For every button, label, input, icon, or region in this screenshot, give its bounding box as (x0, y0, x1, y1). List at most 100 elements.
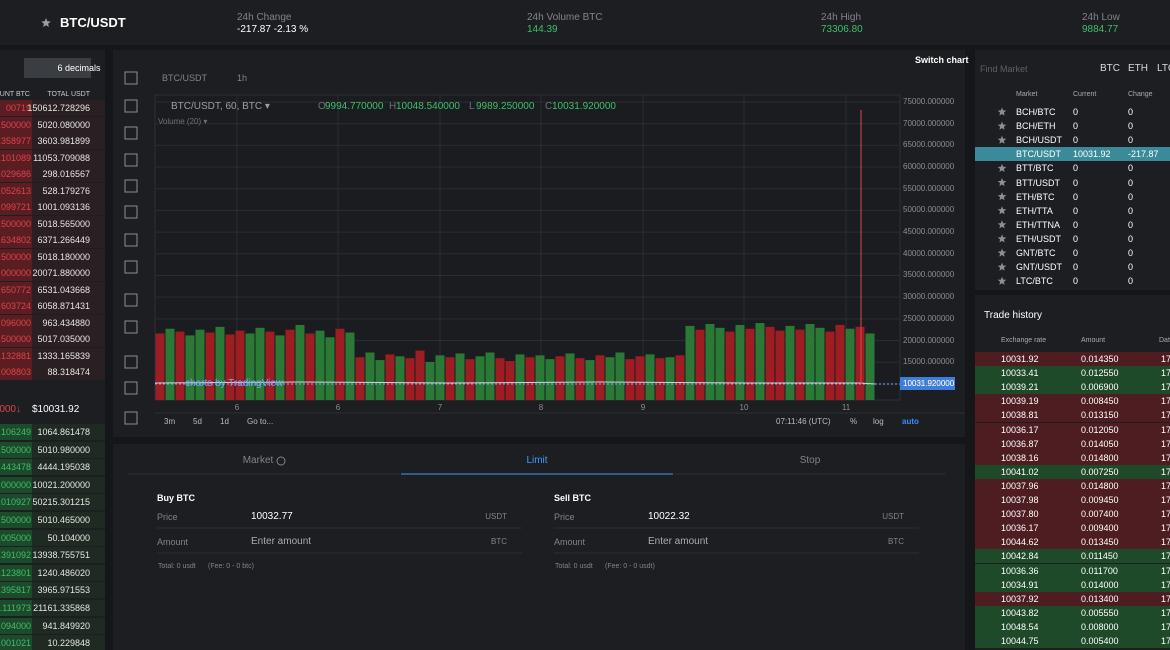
field-label: Price (157, 512, 178, 522)
bid-depth (0, 494, 32, 511)
market-cell[interactable]: ETH/BTC (1016, 191, 1055, 202)
trade-date: 17 (1161, 354, 1170, 364)
ask-depth (0, 149, 32, 166)
trade-rate: 10038.16 (1001, 452, 1039, 463)
market-cell[interactable]: GNT/USDT (1016, 262, 1062, 273)
market-cell: -217.87 (1128, 149, 1159, 160)
market-cell[interactable]: ETH/TTA (1016, 205, 1053, 216)
bid-depth (0, 547, 32, 564)
trade-rate: 10039.21 (1001, 382, 1039, 393)
market-cell: 0 (1073, 262, 1079, 273)
market-cell[interactable]: GNT/BTC (1016, 248, 1056, 258)
scale-option[interactable]: log (873, 417, 884, 426)
ask-amount: .358977 (0, 136, 31, 146)
order-tab[interactable]: Market (242, 455, 274, 466)
ask-amount: .099721 (0, 202, 31, 212)
order-tab[interactable]: Stop (799, 455, 821, 466)
field-input[interactable]: 10032.77 (251, 511, 293, 522)
trade-date: 17 (1161, 636, 1170, 646)
range-button[interactable]: 5d (193, 417, 202, 426)
ask-amount: .500000 (0, 119, 31, 130)
field-input[interactable]: Enter amount (648, 536, 709, 547)
ask-total: 88.318474 (47, 367, 90, 377)
field-unit: USDT (882, 512, 904, 521)
ask-depth (0, 364, 32, 380)
bid-total: 4444.195038 (37, 462, 90, 473)
market-cell: 0 (1128, 205, 1134, 216)
order-tab[interactable]: Limit (526, 455, 548, 466)
symbol-search[interactable]: BTC/USDT (162, 73, 207, 83)
trade-rate: 10039.19 (1001, 396, 1039, 407)
volume-legend: Volume (20) ▾ (158, 117, 208, 126)
trade-rate: 10037.98 (1001, 495, 1039, 505)
ask-depth (0, 182, 32, 199)
market-cell[interactable]: LTC/BTC (1016, 276, 1053, 287)
trade-date: 17 (1161, 438, 1170, 449)
market-cell[interactable]: BCH/BTC (1016, 107, 1056, 117)
trade-row (975, 450, 1170, 465)
field-input[interactable]: Enter amount (251, 536, 312, 547)
trade-rate: 10037.80 (1001, 509, 1039, 520)
watermark: charts by TradingView (185, 378, 284, 389)
market-cell: 0 (1073, 205, 1079, 216)
ask-total: 150612.728296 (27, 103, 90, 113)
bid-total: 941.849920 (42, 620, 90, 631)
ohlc-key: C (545, 101, 553, 112)
market-cell[interactable]: BTT/USDT (1016, 177, 1060, 188)
y-tick-label: 35000.000000 (903, 270, 955, 280)
y-tick-label: 65000.000000 (903, 140, 955, 150)
market-filter[interactable]: ETH (1128, 63, 1148, 74)
y-tick-label: 45000.000000 (903, 227, 955, 237)
trade-date: 17 (1161, 593, 1170, 604)
market-cell[interactable]: ETH/USDT (1016, 233, 1061, 244)
bid-depth (0, 424, 32, 440)
stat-value: 9884.77 (1082, 24, 1119, 35)
selected-row[interactable] (975, 147, 1170, 162)
switch-chart[interactable]: Switch chart (915, 55, 969, 65)
market-cell[interactable]: BCH/ETH (1016, 121, 1056, 132)
market-cell: 0 (1128, 121, 1134, 132)
bid-amount: .500000 (0, 515, 31, 525)
market-cell: 0 (1073, 248, 1079, 258)
order-form (113, 444, 965, 650)
market-filter[interactable]: LTC (1157, 63, 1170, 74)
market-search[interactable]: Find Market (980, 64, 1028, 74)
bid-depth (0, 476, 32, 493)
scale-option[interactable]: % (850, 417, 858, 426)
trade-amount: 0.008450 (1081, 396, 1119, 407)
ask-depth (0, 232, 32, 248)
field-label: Price (554, 512, 575, 522)
ask-total: 5018.565000 (37, 218, 90, 229)
market-cell: 0 (1073, 121, 1079, 132)
bid-depth (0, 441, 32, 458)
range-button[interactable]: 1d (220, 417, 229, 426)
y-tick-label: 75000.000000 (903, 96, 955, 106)
market-cell: 0 (1073, 233, 1079, 244)
market-cell[interactable]: BTC/USDT (1016, 149, 1061, 160)
range-button[interactable]: 3m (164, 417, 176, 426)
trade-rate: 10044.62 (1001, 537, 1039, 548)
range-button[interactable]: Go to... (247, 417, 274, 426)
trade-row (975, 464, 1170, 479)
decimals-button[interactable]: 6 decimals (24, 58, 101, 78)
market-cell[interactable]: ETH/TTNA (1016, 219, 1060, 230)
bid-depth (0, 529, 32, 546)
trade-row (975, 422, 1170, 437)
trade-rate: 10036.36 (1001, 565, 1039, 576)
decimals-label[interactable]: 6 decimals (57, 63, 101, 73)
field-input[interactable]: 10022.32 (648, 511, 690, 522)
y-tick-label: 60000.000000 (903, 162, 955, 172)
ask-total: 6058.871431 (37, 301, 90, 311)
trade-date: 17 (1161, 466, 1170, 477)
trade-rate: 10041.02 (1001, 466, 1039, 477)
form-title: Sell BTC (554, 493, 592, 503)
market-filter[interactable]: BTC (1100, 63, 1120, 74)
bid-total: 1064.861478 (37, 427, 90, 437)
ask-amount: .500000 (0, 251, 31, 262)
market-cell: 0 (1128, 219, 1134, 230)
market-cell[interactable]: BTT/BTC (1016, 163, 1054, 174)
interval[interactable]: 1h (237, 73, 248, 83)
scale-option[interactable]: auto (902, 417, 919, 426)
stat-label: 24h Change (237, 12, 292, 23)
market-cell[interactable]: BCH/USDT (1016, 135, 1063, 146)
